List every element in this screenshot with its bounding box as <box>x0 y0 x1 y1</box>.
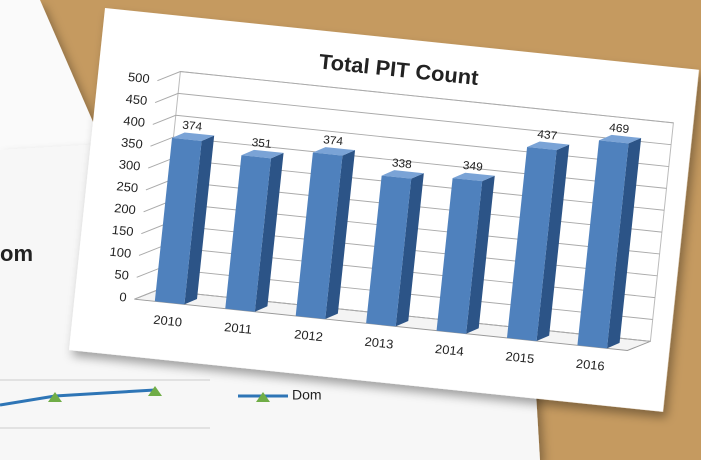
bar-top <box>312 147 356 156</box>
x-tick-label: 2011 <box>224 320 253 337</box>
grid-line <box>157 71 674 124</box>
bar-side <box>395 173 424 327</box>
x-tick-label: 2010 <box>153 313 183 330</box>
bar-top <box>598 134 642 144</box>
grid-line <box>150 136 667 189</box>
data-label: 374 <box>323 133 345 148</box>
bar-top <box>381 170 424 179</box>
data-label: 374 <box>182 119 204 134</box>
y-tick-label: 200 <box>114 201 137 217</box>
bar-side <box>466 175 495 334</box>
bar-side <box>184 135 215 305</box>
bg-title-fragment: om <box>0 241 33 266</box>
y-tick-label: 250 <box>116 179 139 195</box>
data-label: 469 <box>609 121 630 136</box>
bar <box>154 137 202 305</box>
bar <box>366 175 412 327</box>
x-tick-label: 2013 <box>364 335 394 352</box>
y-tick-label: 50 <box>114 268 130 283</box>
bar-side <box>325 150 356 320</box>
y-tick-label: 300 <box>118 158 141 174</box>
y-tick-label: 100 <box>109 245 132 261</box>
bar-top <box>527 141 570 151</box>
bar-top <box>172 132 215 141</box>
x-tick-label: 2016 <box>575 357 605 374</box>
y-tick-label: 400 <box>123 114 146 130</box>
data-label: 351 <box>251 136 272 151</box>
bar-side <box>536 144 570 342</box>
bar-top <box>452 172 495 182</box>
grid-line <box>152 114 669 168</box>
bar-side <box>254 152 284 312</box>
bar <box>577 140 629 349</box>
chart-card: Total PIT Count 050100150200250300350400… <box>68 8 700 412</box>
bg-legend-fragment: Dom <box>292 387 322 403</box>
x-tick-label: 2014 <box>434 342 464 359</box>
bar-side <box>606 137 642 349</box>
x-tick-label: 2015 <box>505 350 535 367</box>
bar <box>506 146 557 342</box>
data-label: 349 <box>462 159 483 174</box>
data-label: 338 <box>391 156 412 171</box>
y-tick-label: 500 <box>127 70 150 86</box>
y-tick-label: 450 <box>125 92 148 108</box>
bar <box>295 152 343 320</box>
y-tick-label: 0 <box>119 290 128 304</box>
bar <box>225 155 271 312</box>
x-tick-label: 2012 <box>294 328 324 345</box>
bar <box>436 178 483 334</box>
y-tick-label: 150 <box>111 223 134 239</box>
data-label: 437 <box>537 128 558 143</box>
bar-top <box>241 149 284 159</box>
grid-line <box>154 92 672 146</box>
y-tick-label: 350 <box>120 136 143 152</box>
